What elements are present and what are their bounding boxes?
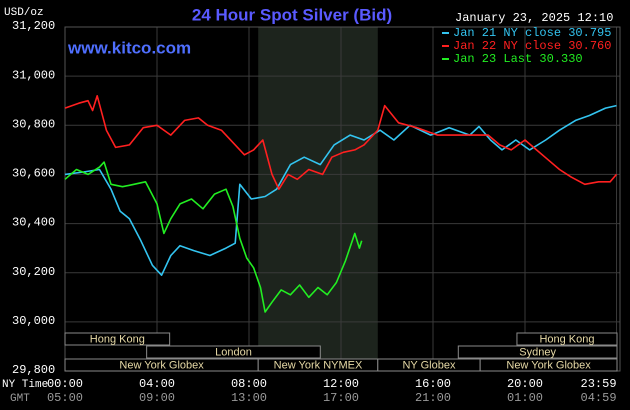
y-tick-label: 31,200 (12, 19, 55, 33)
x2-tick-label: 17:00 (323, 391, 359, 405)
x-tick-label: 04:00 (139, 377, 175, 391)
session-label: New York NYMEX (274, 359, 363, 371)
session-label: New York Globex (119, 359, 204, 371)
watermark: www.kitco.com (67, 38, 191, 57)
legend-label: Jan 21 NY close 30.795 (453, 26, 611, 40)
session-label: Hong Kong (539, 333, 594, 345)
y-unit: USD/oz (4, 7, 44, 19)
market-hours-band (258, 27, 378, 371)
session-box (64, 332, 171, 346)
session-box (479, 358, 618, 372)
x-tick-label: 20:00 (507, 377, 543, 391)
x-axis-label: NY Time (2, 379, 48, 391)
session-box (457, 345, 618, 359)
x-tick-label: 00:00 (47, 377, 83, 391)
session-box (146, 345, 321, 359)
x-tick-label: 23:59 (581, 377, 617, 391)
x-tick-label: 08:00 (231, 377, 267, 391)
y-tick-label: 30,400 (12, 216, 55, 230)
series-line (64, 104, 617, 276)
series-line (64, 95, 618, 190)
y-tick-label: 31,000 (12, 68, 55, 82)
session-label: New York Globex (506, 359, 591, 371)
timestamp: January 23, 2025 12:10 (455, 11, 613, 25)
session-label: NY Globex (402, 359, 455, 371)
session-label: Sydney (519, 346, 556, 358)
session-label: Hong Kong (90, 333, 145, 345)
legend-label: Jan 23 Last 30.330 (453, 52, 583, 66)
x2-axis-label: GMT (10, 393, 30, 405)
series-line (64, 161, 363, 313)
x2-tick-label: 21:00 (415, 391, 451, 405)
x-tick-label: 12:00 (323, 377, 359, 391)
y-tick-label: 30,600 (12, 167, 55, 181)
x2-tick-label: 04:59 (581, 391, 617, 405)
y-tick-label: 30,800 (12, 117, 55, 131)
y-tick-label: 30,000 (12, 314, 55, 328)
legend-label: Jan 22 NY close 30.760 (453, 39, 611, 53)
session-box (516, 332, 618, 346)
x2-tick-label: 13:00 (231, 391, 267, 405)
session-label: London (215, 346, 252, 358)
x2-tick-label: 01:00 (507, 391, 543, 405)
chart-title: 24 Hour Spot Silver (Bid) (192, 5, 392, 24)
x2-tick-label: 05:00 (47, 391, 83, 405)
x-tick-label: 16:00 (415, 377, 451, 391)
x2-tick-label: 09:00 (139, 391, 175, 405)
y-tick-label: 30,200 (12, 265, 55, 279)
y-tick-label: 29,800 (12, 363, 55, 377)
